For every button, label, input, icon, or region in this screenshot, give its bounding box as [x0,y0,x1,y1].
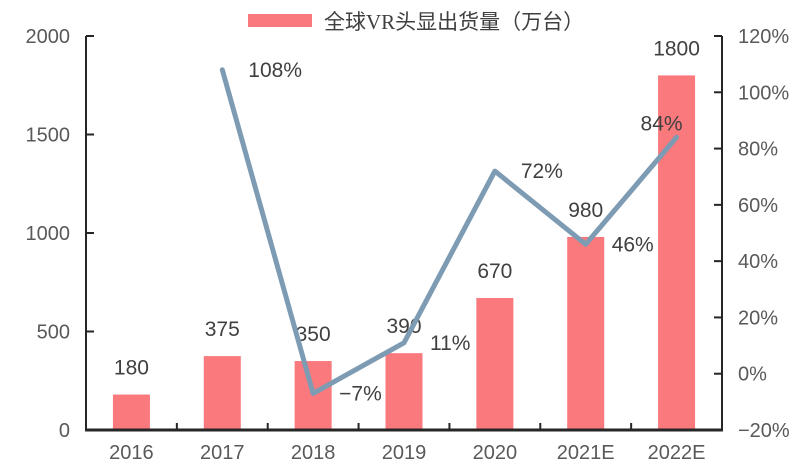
left-tick-label: 0 [59,420,70,442]
category-label-2019: 2019 [382,442,427,464]
right-tick-label: 60% [738,195,778,217]
bar-value-label-2021E: 980 [568,199,603,222]
pct-label-2021E: 46% [612,233,654,256]
category-label-2021E: 2021E [557,442,615,464]
pct-label-2017: 108% [248,59,302,82]
right-tick-label: 0% [738,364,767,386]
bar-2016 [112,394,150,430]
category-label-2017: 2017 [200,442,245,464]
right-tick-label: 80% [738,139,778,161]
right-tick-label: 20% [738,307,778,329]
pct-label-2019: 11% [430,332,470,355]
legend-swatch [248,14,312,27]
right-tick-label: 40% [738,251,778,273]
left-tick-label: 1500 [26,125,71,147]
bar-2022E [658,75,696,431]
bar-value-label-2018: 350 [296,323,331,346]
left-tick-label: 500 [37,322,70,344]
bar-value-label-2022E: 1800 [653,37,700,60]
category-label-2016: 2016 [109,442,154,464]
category-label-2022E: 2022E [648,442,706,464]
pct-label-2018: −7% [339,382,382,405]
bar-value-label-2020: 670 [477,260,512,283]
right-tick-label: 100% [738,82,789,104]
pct-label-2022E: 84% [641,112,683,135]
pct-label-2020: 72% [521,160,563,183]
left-tick-label: 1000 [26,223,71,245]
legend-label: 全球VR头显出货量（万台） [324,10,584,34]
category-label-2018: 2018 [291,442,336,464]
bar-2021E [567,236,605,430]
bar-2017 [203,356,241,430]
right-tick-label: −20% [738,420,790,442]
bar-2020 [476,298,514,430]
bar-2019 [385,353,423,430]
bar-value-label-2016: 180 [114,357,149,380]
category-label-2020: 2020 [473,442,518,464]
bar-value-label-2017: 375 [205,318,240,341]
left-tick-label: 2000 [26,26,71,48]
growth-line [219,67,680,396]
right-tick-label: 120% [738,26,789,48]
